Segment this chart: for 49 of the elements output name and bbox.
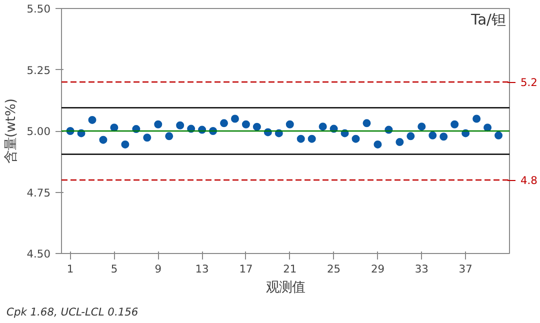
point (99, 136, 108, 144)
point (428, 131, 437, 140)
point (143, 134, 152, 142)
point (88, 116, 96, 124)
point (286, 120, 294, 128)
point (472, 114, 481, 123)
chart-title: Ta/钽 (470, 12, 507, 28)
x-tick-label: 37 (458, 262, 472, 276)
point (252, 122, 261, 131)
x-tick-label: 33 (414, 262, 428, 276)
y-axis-title: 含量(wt%) (4, 98, 19, 164)
point (165, 132, 174, 140)
y-tick-label: 4.50 (26, 248, 51, 260)
point (484, 124, 492, 132)
point (450, 120, 459, 128)
point (220, 119, 228, 128)
y-tick-label: 5.25 (26, 64, 51, 77)
point (396, 138, 404, 146)
x-tick-label: 5 (110, 262, 118, 276)
point (406, 132, 415, 140)
x-tick-label: 17 (239, 262, 253, 276)
x-tick-label: 13 (195, 262, 209, 276)
point (296, 134, 305, 143)
x-tick-label: 1 (66, 262, 74, 276)
point (374, 140, 382, 148)
point (440, 132, 448, 141)
y-tick-label: 4.75 (26, 186, 51, 200)
x-tick-label: 25 (327, 262, 341, 276)
y-tick-label: 5.00 (26, 125, 51, 138)
point (154, 120, 162, 128)
ref-line-label: 4.8 (520, 174, 538, 187)
point (308, 134, 316, 143)
x-tick-label: 29 (370, 262, 385, 276)
y-tick-label: 5.50 (26, 2, 51, 16)
point (110, 124, 118, 132)
point (494, 131, 503, 140)
point (318, 122, 327, 131)
point (418, 122, 426, 131)
x-tick-label: 21 (283, 262, 297, 276)
x-tick-label: 9 (154, 262, 162, 276)
point (352, 134, 360, 143)
ref-line-label: 5.2 (520, 76, 538, 89)
text: Cpk 1.68, UCL-LCL 0.156 (6, 306, 138, 318)
point (362, 119, 371, 128)
point (121, 140, 130, 148)
point (176, 121, 184, 130)
point (242, 120, 250, 128)
x-axis-title: 观测值 (266, 280, 305, 296)
point (230, 114, 239, 123)
